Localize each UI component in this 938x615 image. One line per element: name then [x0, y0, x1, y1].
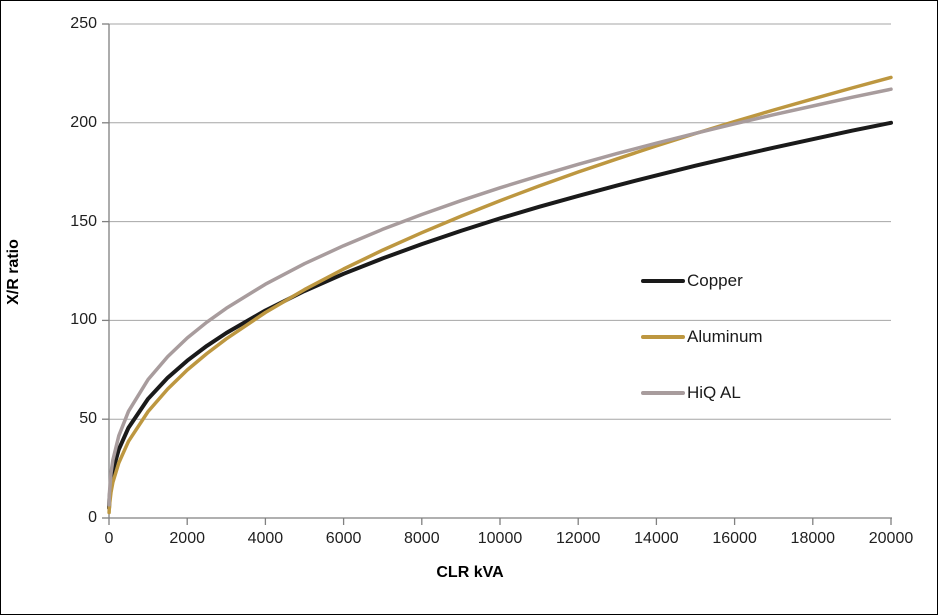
x-tick-label: 6000	[325, 530, 362, 547]
x-tick-label: 0	[104, 530, 114, 547]
series-line-hiq-al	[107, 87, 893, 507]
x-tick-label: 12000	[555, 530, 601, 547]
y-tick-label: 150	[70, 212, 97, 230]
y-tick-label: 0	[88, 509, 97, 526]
x-tick-label: 14000	[634, 530, 679, 547]
x-tick-label: 20000	[868, 530, 914, 547]
x-tick-label: 10000	[477, 530, 523, 547]
x-tick-label: 16000	[712, 530, 757, 547]
legend-item-hiq-al: HiQ AL	[641, 365, 763, 421]
y-tick-label: 250	[70, 15, 97, 32]
legend-label: Copper	[687, 271, 743, 290]
y-axis-title: X/R ratio	[5, 239, 22, 305]
legend-label: HiQ AL	[687, 383, 741, 402]
legend-swatch	[641, 279, 685, 283]
legend-swatch	[641, 335, 685, 339]
y-tick-label: 50	[79, 410, 97, 428]
series-line-copper	[107, 120, 893, 511]
y-tick-label: 100	[70, 311, 97, 329]
x-tick-label: 18000	[790, 530, 836, 547]
legend-item-copper: Copper	[641, 253, 763, 309]
legend: Copper Aluminum HiQ AL	[641, 253, 763, 421]
legend-label: Aluminum	[687, 327, 763, 346]
x-tick-label: 4000	[247, 530, 284, 547]
x-tick-label: 8000	[404, 530, 440, 547]
x-axis-title: CLR kVA	[436, 564, 504, 581]
series-line-aluminum	[107, 75, 893, 515]
y-tick-label: 200	[70, 113, 97, 131]
legend-item-aluminum: Aluminum	[641, 309, 763, 365]
x-tick-label: 2000	[169, 530, 205, 547]
legend-swatch	[641, 391, 685, 395]
